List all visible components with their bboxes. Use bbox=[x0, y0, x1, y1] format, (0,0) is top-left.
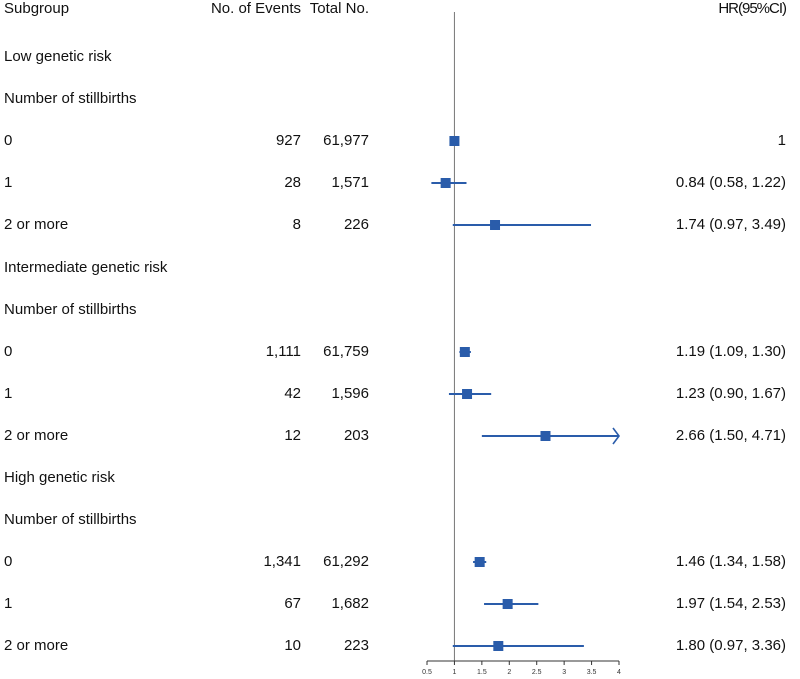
total-value: 1,571 bbox=[331, 174, 369, 191]
x-tick-label: 2.5 bbox=[532, 669, 542, 676]
hr-value: 2.66 (1.50, 4.71) bbox=[675, 427, 786, 444]
events-value: 12 bbox=[284, 427, 301, 444]
hr-point bbox=[540, 431, 551, 441]
events-value: 1,111 bbox=[265, 343, 301, 360]
hr-point bbox=[440, 178, 451, 188]
hr-point bbox=[493, 641, 504, 651]
events-value: 927 bbox=[275, 132, 301, 149]
hr-point bbox=[449, 136, 460, 146]
subgroup-label: Number of stillbirths bbox=[4, 301, 137, 318]
subgroup-label: Number of stillbirths bbox=[4, 511, 137, 528]
hr-value: 1.19 (1.09, 1.30) bbox=[675, 343, 786, 360]
row-label: 2 or more bbox=[4, 637, 69, 654]
subgroup-header: Subgroup bbox=[4, 0, 70, 17]
events-value: 8 bbox=[292, 216, 301, 233]
events-value: 42 bbox=[284, 385, 301, 402]
events-value: 67 bbox=[284, 595, 301, 612]
total-value: 1,596 bbox=[331, 385, 369, 402]
x-tick-label: 3 bbox=[562, 669, 566, 676]
hr-point bbox=[490, 220, 501, 230]
hr-value: 1.80 (0.97, 3.36) bbox=[675, 637, 786, 654]
hr-header: HR(95%CI) bbox=[718, 0, 787, 17]
hr-value: 1.23 (0.90, 1.67) bbox=[675, 385, 786, 402]
hr-value: 1.74 (0.97, 3.49) bbox=[675, 216, 786, 233]
total-value: 61,977 bbox=[323, 132, 369, 149]
hr-value: 0.84 (0.58, 1.22) bbox=[675, 174, 786, 191]
x-tick-label: 2 bbox=[507, 669, 511, 676]
total-value: 226 bbox=[343, 216, 369, 233]
row-label: 2 or more bbox=[4, 427, 69, 444]
hr-point bbox=[502, 599, 513, 609]
events-value: 1,341 bbox=[263, 553, 301, 570]
events-value: 28 bbox=[284, 174, 301, 191]
x-tick-label: 1 bbox=[452, 669, 456, 676]
subgroup-label: Number of stillbirths bbox=[4, 90, 137, 107]
total-header: Total No. bbox=[309, 0, 369, 17]
row-label: 0 bbox=[4, 553, 13, 570]
row-label: 0 bbox=[4, 132, 13, 149]
group-label: High genetic risk bbox=[4, 469, 115, 486]
row-label: 1 bbox=[4, 174, 13, 191]
hr-value: 1.46 (1.34, 1.58) bbox=[675, 553, 786, 570]
row-label: 1 bbox=[4, 385, 13, 402]
row-label: 0 bbox=[4, 343, 13, 360]
events-value: 10 bbox=[284, 637, 301, 654]
hr-point bbox=[462, 389, 473, 399]
total-value: 203 bbox=[343, 427, 369, 444]
x-tick-label: 1.5 bbox=[477, 669, 487, 676]
hr-value: 1.97 (1.54, 2.53) bbox=[675, 595, 786, 612]
events-header: No. of Events bbox=[210, 0, 301, 17]
total-value: 223 bbox=[343, 637, 369, 654]
row-label: 1 bbox=[4, 595, 13, 612]
group-label: Intermediate genetic risk bbox=[4, 259, 168, 276]
ci-arrow bbox=[612, 427, 620, 445]
x-tick-label: 4 bbox=[617, 669, 621, 676]
hr-value: 1 bbox=[777, 132, 786, 149]
total-value: 61,759 bbox=[323, 343, 369, 360]
total-value: 61,292 bbox=[323, 553, 369, 570]
total-value: 1,682 bbox=[331, 595, 369, 612]
x-tick-label: 0.5 bbox=[422, 669, 432, 676]
group-label: Low genetic risk bbox=[4, 48, 112, 65]
x-tick-label: 3.5 bbox=[587, 669, 597, 676]
hr-point bbox=[459, 347, 470, 357]
row-label: 2 or more bbox=[4, 216, 69, 233]
hr-point bbox=[474, 557, 485, 567]
